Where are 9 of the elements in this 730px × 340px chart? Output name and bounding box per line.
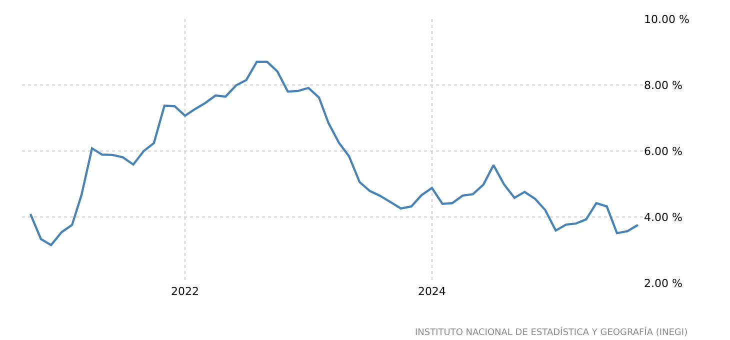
y-tick-label: 4.00 %: [644, 210, 682, 224]
y-tick-label: 10.00 %: [644, 12, 690, 26]
text: INSTITUTO NACIONAL DE ESTADÍSTICA Y GEOGRAFÍA (INEGI): [415, 326, 688, 338]
x-tick-label: 2022: [171, 285, 200, 298]
line-series: [29, 60, 640, 246]
y-tick-label: 2.00 %: [644, 276, 682, 290]
y-tick-label: 6.00 %: [644, 144, 682, 158]
y-tick-label: 8.00 %: [644, 78, 682, 92]
x-tick-label: 2024: [418, 285, 446, 298]
